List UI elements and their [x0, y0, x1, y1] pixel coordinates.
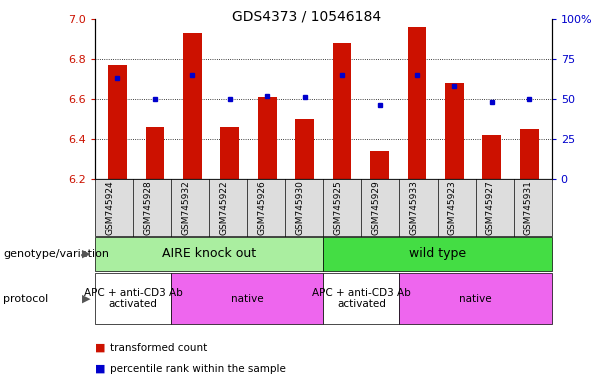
Text: GSM745927: GSM745927 — [485, 180, 495, 235]
Text: AIRE knock out: AIRE knock out — [162, 247, 256, 260]
Text: GSM745932: GSM745932 — [181, 180, 190, 235]
Text: wild type: wild type — [409, 247, 466, 260]
Bar — [108, 65, 127, 179]
Text: percentile rank within the sample: percentile rank within the sample — [110, 364, 286, 374]
Bar — [408, 27, 426, 179]
Text: native: native — [231, 293, 264, 304]
Text: transformed count: transformed count — [110, 343, 208, 353]
Text: ▶: ▶ — [82, 249, 91, 259]
Text: ▶: ▶ — [82, 293, 91, 304]
Text: native: native — [459, 293, 492, 304]
Text: GSM745926: GSM745926 — [257, 180, 266, 235]
Text: GSM745928: GSM745928 — [143, 180, 152, 235]
Text: GSM745933: GSM745933 — [409, 180, 419, 235]
Text: GSM745929: GSM745929 — [371, 180, 381, 235]
Bar — [183, 33, 202, 179]
Text: protocol: protocol — [3, 293, 48, 304]
Bar — [258, 97, 276, 179]
Text: GSM745924: GSM745924 — [105, 180, 114, 235]
Text: APC + anti-CD3 Ab
activated: APC + anti-CD3 Ab activated — [84, 288, 183, 310]
Bar — [520, 129, 539, 179]
Bar — [145, 127, 164, 179]
Bar — [333, 43, 351, 179]
Text: GSM745931: GSM745931 — [524, 180, 533, 235]
Text: GSM745923: GSM745923 — [447, 180, 457, 235]
Bar — [370, 151, 389, 179]
Text: GSM745930: GSM745930 — [295, 180, 304, 235]
Text: APC + anti-CD3 Ab
activated: APC + anti-CD3 Ab activated — [312, 288, 411, 310]
Text: GDS4373 / 10546184: GDS4373 / 10546184 — [232, 10, 381, 23]
Text: GSM745925: GSM745925 — [333, 180, 343, 235]
Bar — [482, 135, 501, 179]
Text: GSM745922: GSM745922 — [219, 180, 228, 235]
Bar — [221, 127, 239, 179]
Text: ■: ■ — [95, 364, 105, 374]
Bar — [295, 119, 314, 179]
Text: ■: ■ — [95, 343, 105, 353]
Text: genotype/variation: genotype/variation — [3, 249, 109, 259]
Bar — [445, 83, 463, 179]
